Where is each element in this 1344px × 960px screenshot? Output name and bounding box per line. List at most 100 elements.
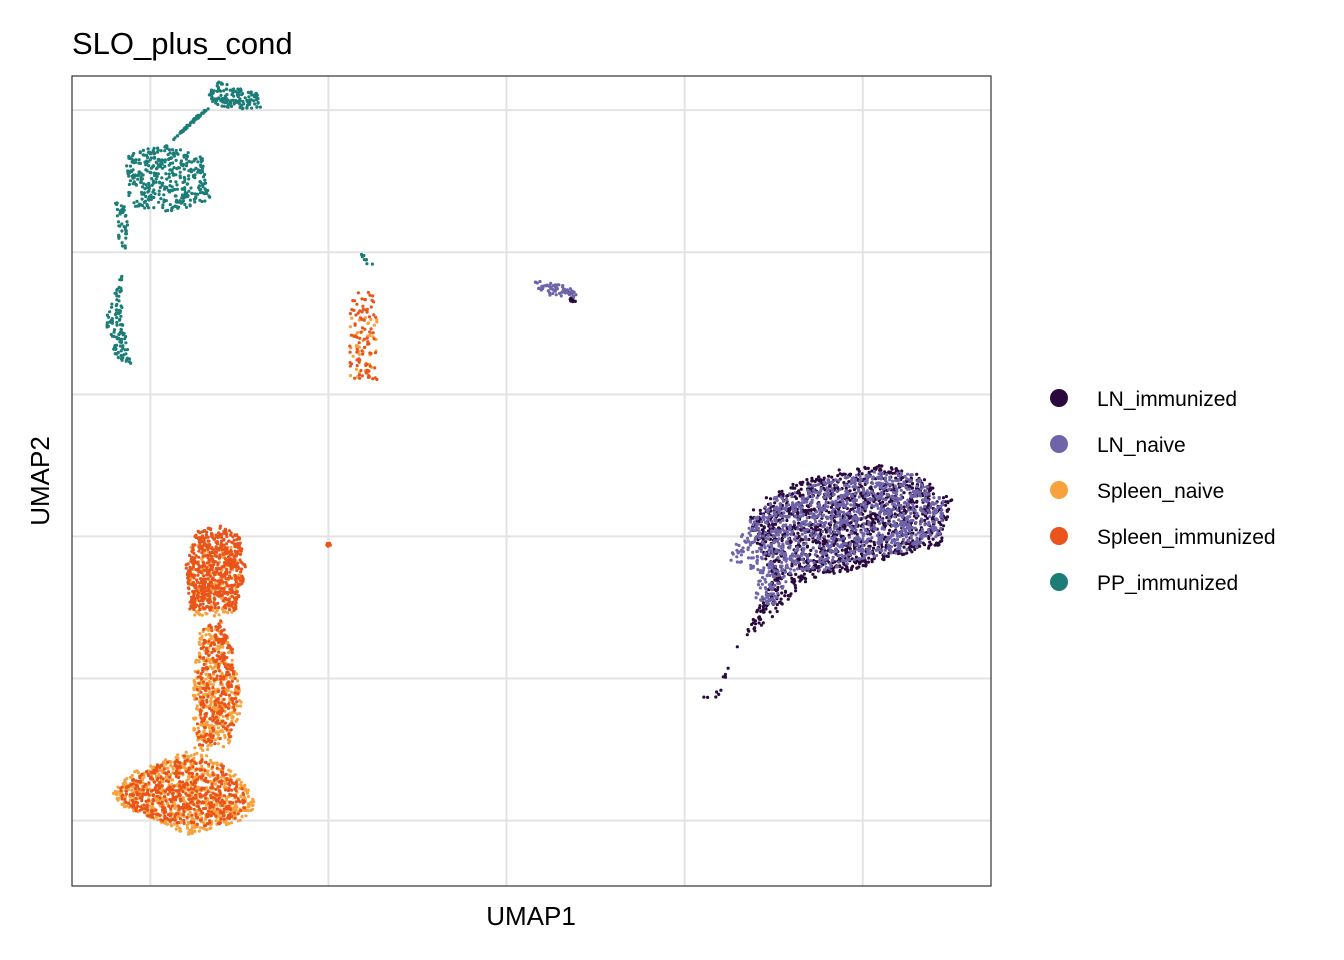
- data-point: [375, 320, 379, 324]
- data-point: [858, 557, 862, 562]
- data-point: [750, 540, 754, 544]
- data-point: [222, 564, 226, 568]
- data-point: [823, 535, 827, 539]
- data-point: [838, 570, 842, 574]
- data-point: [805, 500, 809, 504]
- data-point: [230, 651, 234, 655]
- data-point: [777, 559, 781, 563]
- data-point: [211, 762, 215, 766]
- data-point: [198, 695, 203, 699]
- data-point: [879, 491, 883, 495]
- data-point: [830, 536, 834, 541]
- data-point: [834, 478, 838, 482]
- data-point: [221, 714, 225, 719]
- data-point: [913, 547, 917, 552]
- data-point: [222, 697, 226, 702]
- data-point: [838, 487, 842, 491]
- data-point: [351, 354, 355, 358]
- data-point: [840, 566, 844, 570]
- data-point: [878, 483, 882, 487]
- data-point: [887, 482, 891, 486]
- data-point: [910, 550, 914, 554]
- data-point: [227, 650, 231, 655]
- data-point: [228, 587, 232, 591]
- data-point: [931, 492, 936, 496]
- data-point: [197, 681, 201, 686]
- data-point: [781, 571, 785, 576]
- data-point: [851, 550, 856, 554]
- data-point: [236, 561, 240, 565]
- data-point: [178, 829, 182, 833]
- data-point: [805, 538, 809, 542]
- data-point: [205, 648, 209, 652]
- data-point: [901, 525, 905, 530]
- data-point: [858, 561, 862, 566]
- data-point: [753, 619, 758, 623]
- data-point: [217, 531, 221, 535]
- data-point: [921, 530, 925, 535]
- data-point: [828, 570, 832, 574]
- data-point: [762, 525, 766, 529]
- data-point: [848, 512, 852, 516]
- data-point: [209, 583, 213, 587]
- data-point: [912, 542, 916, 546]
- data-point: [781, 575, 785, 580]
- data-point: [827, 491, 831, 495]
- data-point: [869, 485, 873, 489]
- data-point: [799, 577, 803, 581]
- data-point: [813, 538, 818, 542]
- data-point: [925, 516, 930, 521]
- data-point: [902, 541, 906, 545]
- data-point: [714, 695, 718, 699]
- data-point: [213, 560, 217, 564]
- data-point: [803, 523, 808, 527]
- data-point: [233, 807, 237, 811]
- data-point: [846, 568, 850, 573]
- data-point: [908, 519, 912, 523]
- data-point: [837, 468, 841, 472]
- data-point: [756, 568, 760, 572]
- data-point: [210, 629, 214, 633]
- data-point: [239, 795, 243, 799]
- data-point: [746, 627, 750, 632]
- data-point: [767, 508, 771, 512]
- data-point: [850, 493, 854, 497]
- data-point: [223, 721, 228, 725]
- data-point: [800, 557, 804, 562]
- data-point: [902, 511, 906, 516]
- data-point: [827, 494, 831, 498]
- data-point: [909, 493, 913, 497]
- data-point: [220, 533, 224, 537]
- data-point: [811, 566, 815, 570]
- data-point: [783, 551, 787, 556]
- data-point: [207, 539, 211, 543]
- data-point: [915, 500, 919, 504]
- data-point: [802, 543, 806, 547]
- data-point: [777, 537, 781, 541]
- data-point: [886, 554, 890, 559]
- data-point: [921, 485, 926, 489]
- data-point: [931, 525, 935, 529]
- data-point: [797, 540, 801, 544]
- data-point: [825, 517, 830, 521]
- data-point: [923, 518, 927, 523]
- data-point: [224, 705, 228, 709]
- data-point: [902, 523, 907, 527]
- data-point: [812, 490, 816, 494]
- data-point: [740, 534, 744, 539]
- data-point: [240, 547, 244, 551]
- data-point: [186, 820, 190, 824]
- data-point: [833, 486, 837, 490]
- data-point: [902, 491, 906, 495]
- data-point: [354, 367, 359, 371]
- data-point: [750, 622, 754, 627]
- data-point: [840, 527, 844, 531]
- data-point: [207, 526, 211, 530]
- data-point: [794, 554, 798, 558]
- data-point: [840, 553, 844, 557]
- data-point: [885, 508, 889, 512]
- data-point: [828, 550, 832, 554]
- data-point: [919, 540, 923, 544]
- data-point: [760, 595, 764, 599]
